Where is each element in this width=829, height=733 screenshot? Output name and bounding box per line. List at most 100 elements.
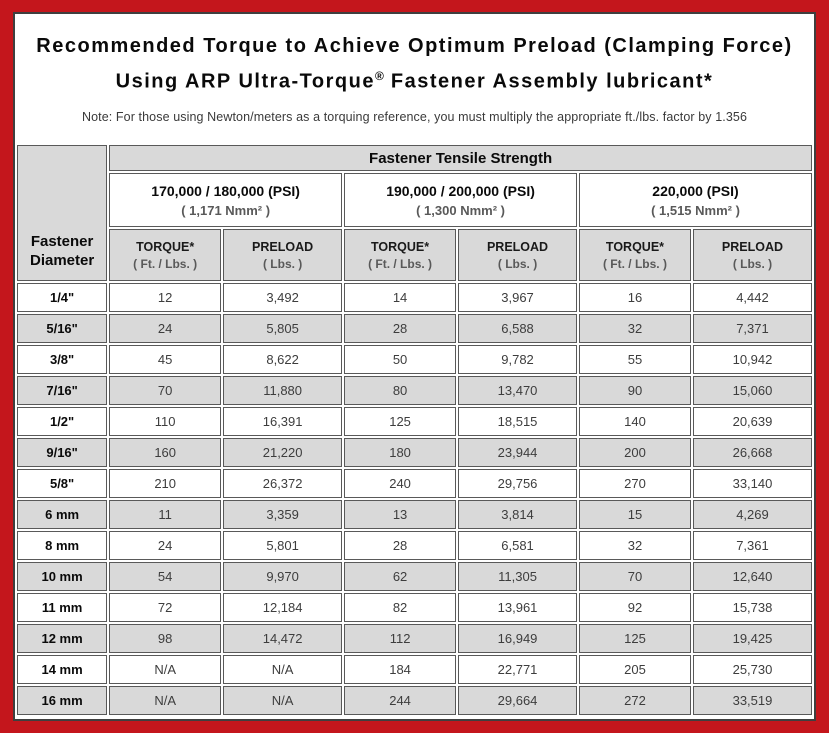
value-cell: 50 [344, 345, 457, 374]
value-cell: 12,184 [223, 593, 343, 622]
fastener-diameter-cell: 6 mm [17, 500, 108, 529]
value-cell: 210 [109, 469, 222, 498]
table-row: 9/16" 160 21,220 180 23,944 200 26,668 [17, 438, 812, 467]
value-cell: 14 [344, 283, 457, 312]
value-cell: 13,961 [458, 593, 577, 622]
value-cell: 272 [579, 686, 691, 715]
value-cell: 200 [579, 438, 691, 467]
value-cell: 4,442 [692, 283, 812, 312]
value-cell: 28 [344, 314, 457, 343]
value-cell: 3,492 [223, 283, 343, 312]
value-cell: 13,470 [458, 376, 577, 405]
value-cell: 29,756 [458, 469, 577, 498]
table-row: 11 mm 72 12,184 82 13,961 92 15,738 [17, 593, 812, 622]
value-cell: 5,801 [223, 531, 343, 560]
torque-label: TORQUE* [605, 239, 665, 254]
table-row: 5/16" 24 5,805 28 6,588 32 7,371 [17, 314, 812, 343]
preload-unit: ( Lbs. ) [497, 256, 538, 271]
value-cell: 32 [579, 531, 691, 560]
value-cell: 16,391 [223, 407, 343, 436]
value-cell: 5,805 [223, 314, 343, 343]
value-cell: 10,942 [692, 345, 812, 374]
value-cell: 16 [579, 283, 691, 312]
fastener-diameter-header-line2: Diameter [29, 252, 95, 269]
value-cell: 205 [579, 655, 691, 684]
table-body: 1/4" 12 3,492 14 3,967 16 4,442 5/16" 24 5,805 28 6… [17, 283, 812, 715]
value-cell: 33,519 [692, 686, 812, 715]
value-cell: 14,472 [223, 624, 343, 653]
fastener-diameter-header-line1: Fastener [30, 233, 94, 250]
title-block: Recommended Torque to Achieve Optimum Pr… [15, 14, 814, 143]
torque-unit: ( Ft. / Lbs. ) [133, 256, 198, 271]
value-cell: 24 [109, 531, 222, 560]
value-cell: 244 [344, 686, 457, 715]
value-cell: 45 [109, 345, 222, 374]
value-cell: 3,967 [458, 283, 577, 312]
fastener-diameter-cell: 1/2" [17, 407, 108, 436]
preload-unit: ( Lbs. ) [732, 256, 773, 271]
torque-column-header: TORQUE* ( Ft. / Lbs. ) [109, 229, 222, 281]
table-row: 7/16" 70 11,880 80 13,470 90 15,060 [17, 376, 812, 405]
value-cell: 54 [109, 562, 222, 591]
torque-unit: ( Ft. / Lbs. ) [368, 256, 433, 271]
value-cell: 98 [109, 624, 222, 653]
preload-label: PRELOAD [486, 239, 549, 254]
registered-trademark-symbol: ® [374, 69, 384, 83]
value-cell: 125 [344, 407, 457, 436]
value-cell: 11 [109, 500, 222, 529]
value-cell: N/A [109, 686, 222, 715]
fastener-diameter-cell: 1/4" [17, 283, 108, 312]
value-cell: 15,060 [692, 376, 812, 405]
table-row: 8 mm 24 5,801 28 6,581 32 7,361 [17, 531, 812, 560]
nmm-label: ( 1,300 Nmm² ) [416, 202, 505, 218]
preload-column-header: PRELOAD ( Lbs. ) [692, 229, 812, 281]
value-cell: 90 [579, 376, 691, 405]
value-cell: N/A [223, 686, 343, 715]
psi-label: 190,000 / 200,000 (PSI) [386, 182, 535, 199]
value-cell: 72 [109, 593, 222, 622]
value-cell: 29,664 [458, 686, 577, 715]
value-cell: 25,730 [692, 655, 812, 684]
torque-label: TORQUE* [136, 239, 195, 254]
value-cell: N/A [223, 655, 343, 684]
preload-column-header: PRELOAD ( Lbs. ) [223, 229, 343, 281]
value-cell: N/A [109, 655, 222, 684]
fastener-diameter-cell: 7/16" [17, 376, 108, 405]
value-cell: 55 [579, 345, 691, 374]
value-cell: 13 [344, 500, 457, 529]
value-cell: 26,372 [223, 469, 343, 498]
torque-column-header: TORQUE* ( Ft. / Lbs. ) [579, 229, 691, 281]
value-cell: 270 [579, 469, 691, 498]
value-cell: 4,269 [692, 500, 812, 529]
torque-unit: ( Ft. / Lbs. ) [602, 256, 667, 271]
value-cell: 9,970 [223, 562, 343, 591]
table-row: 10 mm 54 9,970 62 11,305 70 12,640 [17, 562, 812, 591]
value-cell: 28 [344, 531, 457, 560]
value-cell: 140 [579, 407, 691, 436]
value-cell: 62 [344, 562, 457, 591]
fastener-diameter-cell: 16 mm [17, 686, 108, 715]
page-title-line2: Using ARP Ultra-Torque® Fastener Assembl… [15, 61, 814, 97]
table-row: 5/8" 210 26,372 240 29,756 270 33,140 [17, 469, 812, 498]
fastener-diameter-cell: 9/16" [17, 438, 108, 467]
torque-table: Fastener Diameter Fastener Tensile Stren… [15, 143, 814, 717]
value-cell: 92 [579, 593, 691, 622]
strength-group-170-180: 170,000 / 180,000 (PSI) ( 1,171 Nmm² ) [109, 173, 343, 227]
fastener-diameter-cell: 12 mm [17, 624, 108, 653]
fastener-diameter-cell: 10 mm [17, 562, 108, 591]
table-row: 16 mm N/A N/A 244 29,664 272 33,519 [17, 686, 812, 715]
nmm-label: ( 1,171 Nmm² ) [181, 202, 271, 218]
value-cell: 33,140 [692, 469, 812, 498]
tensile-strength-group-header: Fastener Tensile Strength [109, 145, 812, 171]
fastener-diameter-cell: 5/16" [17, 314, 108, 343]
content-sheet: Recommended Torque to Achieve Optimum Pr… [13, 12, 816, 721]
preload-label: PRELOAD [252, 239, 314, 254]
value-cell: 22,771 [458, 655, 577, 684]
fastener-diameter-cell: 8 mm [17, 531, 108, 560]
value-cell: 3,814 [458, 500, 577, 529]
psi-label: 220,000 (PSI) [652, 182, 739, 199]
page-title-line1: Recommended Torque to Achieve Optimum Pr… [36, 35, 793, 57]
value-cell: 70 [109, 376, 222, 405]
title-line2-prefix: Using ARP Ultra-Torque [115, 70, 375, 93]
